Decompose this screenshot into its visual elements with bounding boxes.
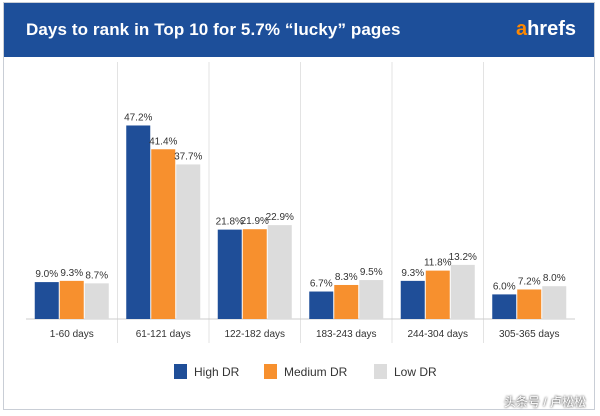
legend-label: High DR [194, 365, 240, 379]
chart-card: Days to rank in Top 10 for 5.7% “lucky” … [3, 2, 595, 410]
data-label: 9.5% [360, 267, 383, 278]
bar-low-dr-1 [84, 283, 109, 319]
data-label: 6.0% [493, 281, 516, 292]
chart-header: Days to rank in Top 10 for 5.7% “lucky” … [4, 3, 594, 57]
data-label: 9.3% [401, 268, 424, 279]
bar-high-dr-6 [492, 294, 517, 319]
legend-swatch-high-dr [174, 364, 187, 379]
bar-high-dr-2 [126, 125, 151, 319]
bar-medium-dr-5 [425, 270, 450, 319]
data-label: 21.8% [216, 217, 244, 228]
data-label: 41.4% [149, 136, 177, 147]
legend-label: Medium DR [284, 365, 348, 379]
x-tick-label: 1-60 days [50, 329, 94, 340]
bar-low-dr-5 [450, 264, 475, 319]
bar-medium-dr-3 [242, 229, 267, 319]
data-label: 7.2% [518, 276, 541, 287]
data-label: 8.0% [543, 273, 566, 284]
bar-high-dr-4 [309, 291, 334, 319]
watermark-text: 头条号 / 卢松松 [503, 395, 586, 409]
legend-label: Low DR [394, 365, 437, 379]
bar-high-dr-1 [34, 282, 59, 319]
bar-medium-dr-6 [517, 289, 542, 319]
x-tick-label: 122-182 days [224, 329, 285, 340]
bar-medium-dr-1 [59, 280, 84, 319]
x-tick-label: 305-365 days [499, 329, 560, 340]
x-tick-label: 244-304 days [407, 329, 468, 340]
data-label: 9.0% [35, 269, 58, 280]
legend-swatch-medium-dr [264, 364, 277, 379]
data-label: 8.3% [335, 272, 358, 283]
bar-low-dr-4 [359, 280, 384, 319]
data-label: 8.7% [85, 270, 108, 281]
x-tick-label: 61-121 days [136, 329, 191, 340]
data-label: 6.7% [310, 279, 333, 290]
ahrefs-logo: ahrefs [515, 18, 576, 40]
chart-title: Days to rank in Top 10 for 5.7% “lucky” … [26, 20, 401, 39]
x-tick-label: 183-243 days [316, 329, 377, 340]
bar-low-dr-6 [542, 286, 567, 319]
data-label: 37.7% [174, 151, 202, 162]
data-label: 11.8% [424, 258, 452, 269]
data-label: 47.2% [124, 112, 152, 123]
legend-swatch-low-dr [374, 364, 387, 379]
data-label: 9.3% [60, 268, 83, 279]
bar-high-dr-5 [400, 280, 425, 319]
bar-low-dr-2 [176, 164, 201, 319]
bar-medium-dr-2 [151, 149, 176, 319]
data-label: 21.9% [241, 216, 269, 227]
bar-low-dr-3 [267, 225, 292, 319]
data-label: 22.9% [266, 212, 294, 223]
data-label: 13.2% [449, 252, 477, 263]
bar-medium-dr-4 [334, 284, 359, 319]
bar-high-dr-3 [217, 229, 242, 319]
